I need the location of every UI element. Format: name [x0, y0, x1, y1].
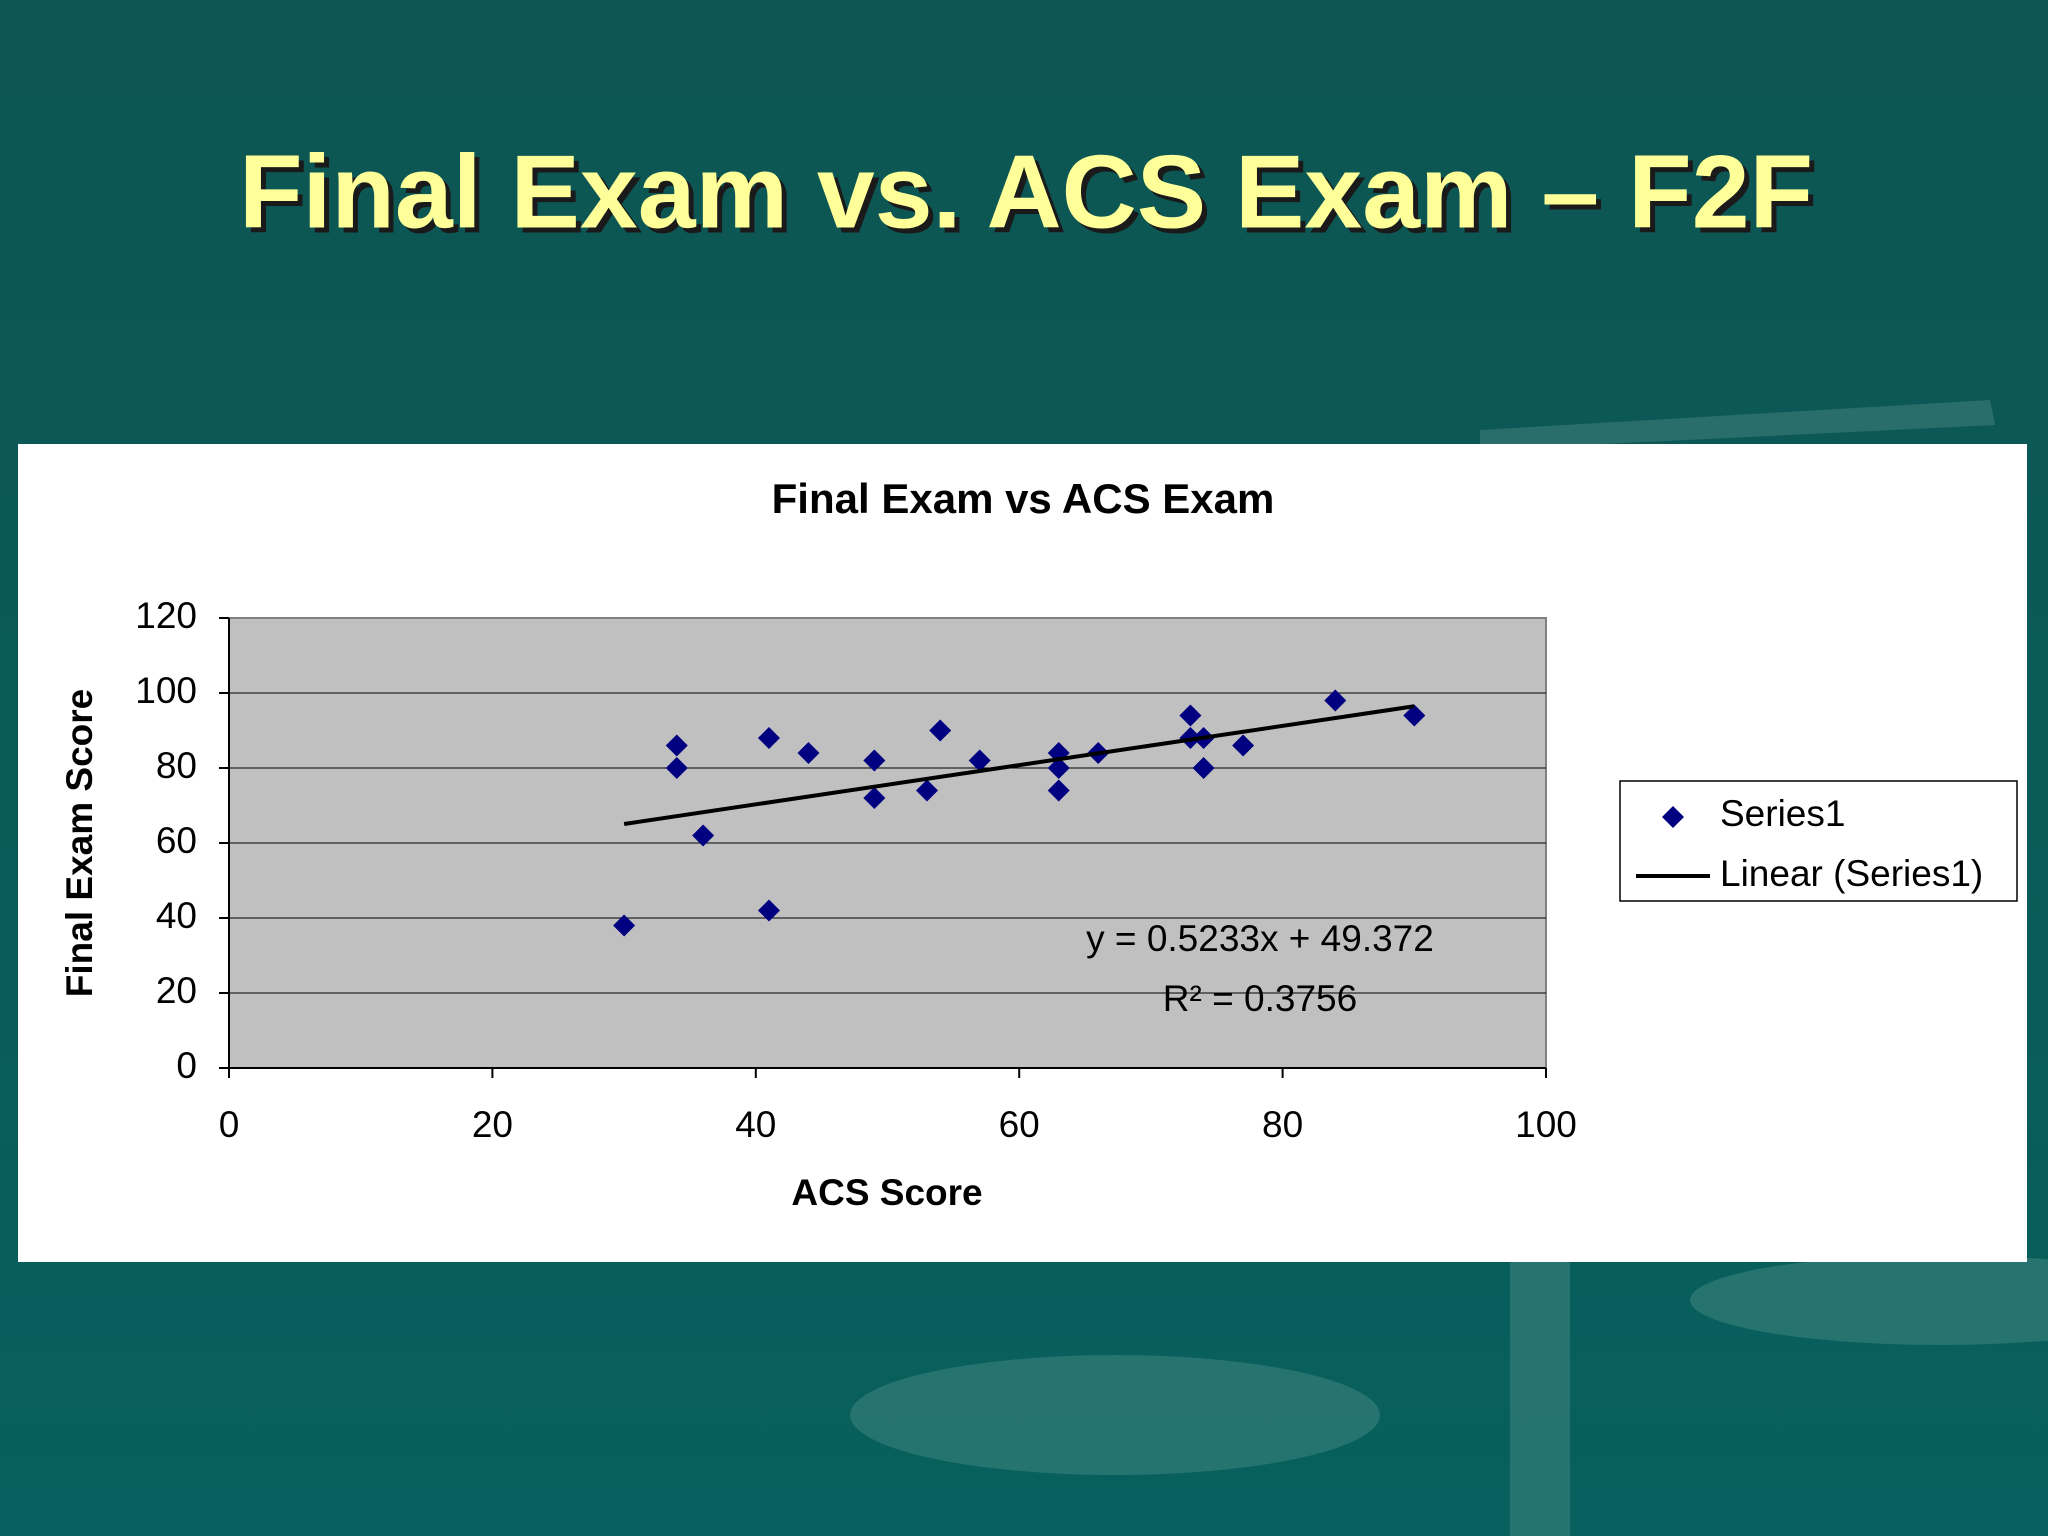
x-tick-label: 20	[472, 1104, 513, 1145]
x-tick-label: 80	[1262, 1104, 1303, 1145]
point	[916, 779, 939, 802]
y-tick-label: 100	[135, 670, 197, 711]
point	[692, 824, 715, 847]
point	[863, 787, 886, 809]
x-tick-label: 40	[735, 1104, 776, 1145]
chart-title: Final Exam vs ACS Exam	[772, 475, 1275, 522]
point	[665, 734, 688, 757]
y-tick-label: 40	[156, 895, 197, 936]
point	[1047, 779, 1070, 802]
y-tick-label: 0	[176, 1045, 197, 1086]
y-axis-title: Final Exam Score	[59, 689, 100, 997]
y-tick-label: 60	[156, 820, 197, 861]
y-tick-label: 20	[156, 970, 197, 1011]
point	[863, 749, 886, 772]
point	[1232, 734, 1255, 757]
trendline-equation: y = 0.5233x + 49.372	[1086, 918, 1434, 959]
point	[797, 742, 820, 764]
point	[757, 727, 780, 749]
point	[1403, 704, 1426, 727]
point	[1179, 704, 1202, 727]
point	[613, 914, 636, 937]
x-tick-label: 100	[1515, 1104, 1577, 1145]
legend-label: Linear (Series1)	[1720, 853, 1983, 894]
legend-label: Series1	[1720, 793, 1845, 834]
x-tick-label: 0	[219, 1104, 240, 1145]
slide-title: Final Exam vs. ACS Exam – F2F	[239, 134, 1813, 250]
point	[757, 899, 780, 922]
point	[968, 749, 991, 772]
x-axis-title: ACS Score	[791, 1172, 982, 1213]
legend	[1619, 780, 2018, 902]
trendline-r2: R² = 0.3756	[1163, 978, 1357, 1019]
x-tick-label: 60	[999, 1104, 1040, 1145]
legend-marker	[1662, 806, 1684, 828]
point	[1192, 757, 1215, 779]
slide-title-shadow: Final Exam vs. ACS Exam – F2F	[244, 139, 1818, 255]
point	[1324, 689, 1347, 712]
y-tick-label: 120	[135, 595, 197, 636]
y-tick-label: 80	[156, 745, 197, 786]
trendline	[623, 704, 1415, 826]
point	[665, 757, 688, 779]
decoration	[850, 400, 2048, 1536]
point	[1047, 757, 1070, 779]
point	[929, 719, 952, 742]
